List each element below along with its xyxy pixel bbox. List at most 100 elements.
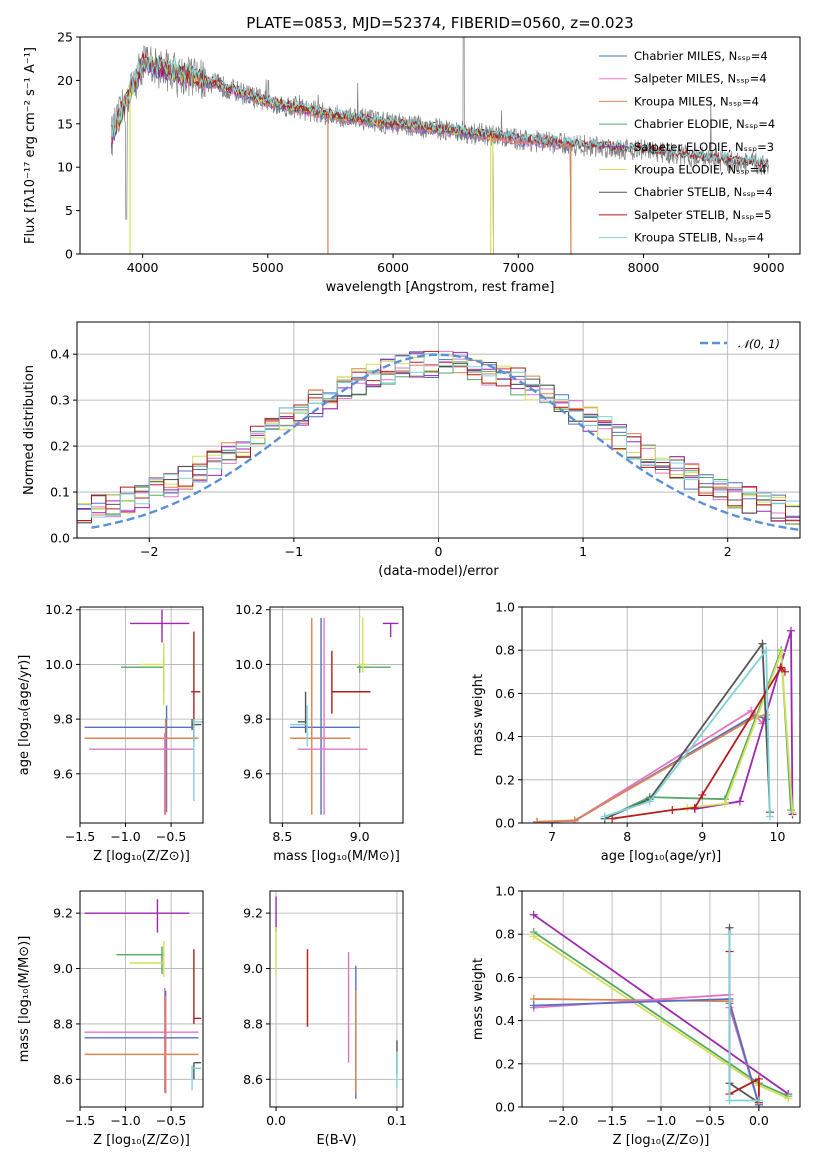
plot-area-age-vs-mass (290, 617, 399, 815)
error-bar-point (382, 622, 399, 638)
weight-line (533, 998, 760, 1106)
error-bar-point (290, 617, 351, 815)
model-spectrum-line (110, 57, 572, 254)
y-tick-label: 10.0 (235, 657, 263, 672)
y-axis-label: Normed distribution (22, 365, 37, 495)
panel-age-vs-mass: 8.5 9.0 9.6 9.8 10.0 10.2 mass [log₁₀(M/M⊙)] (235, 602, 404, 864)
x-tick-label: 8.5 (272, 829, 292, 844)
x-tick-label: 7 (548, 829, 556, 844)
legend-entry: Chabrier MILES, Nₛₛₚ=4 (634, 49, 768, 63)
legend-entry: Salpeter ELODIE, Nₛₛₚ=3 (634, 140, 774, 154)
x-axis-label: Z [log₁₀(Z/Z⊙)] (613, 1133, 710, 1148)
axes-frame (79, 606, 204, 824)
y-tick-label: 9.6 (53, 766, 73, 781)
y-tick-label: 9.2 (53, 906, 73, 921)
plus-marker (570, 816, 579, 823)
x-tick-label: 7000 (502, 260, 534, 275)
x-axis-label: (data-model)/error (378, 564, 499, 579)
weight-line (687, 652, 794, 813)
x-tick-label: 6000 (377, 260, 409, 275)
plus-marker (608, 814, 617, 823)
error-bar-point (130, 609, 190, 643)
plus-marker (645, 797, 654, 806)
plot-area-spectrum (110, 37, 769, 254)
error-bar-point (116, 946, 164, 975)
weight-series (533, 706, 767, 823)
plus-marker (533, 817, 542, 823)
x-axis-label: mass [log₁₀(M/M⊙)] (273, 849, 400, 864)
weight-series (725, 930, 763, 1105)
x-tick-label: 0 (435, 544, 443, 559)
x-tick-label: −0.5 (156, 829, 186, 844)
legend-entry: Chabrier ELODIE, Nₛₛₚ=4 (634, 117, 775, 131)
weight-series (683, 648, 797, 817)
panel-age-vs-Z: −1.5 −1.0 −0.5 9.6 9.8 10.0 10.2 Z [log₁₀(Z/Z⊙)… (17, 602, 204, 864)
weight-line (604, 647, 771, 818)
x-tick-label: −1 (285, 544, 303, 559)
error-bar-point (290, 705, 308, 747)
grid-mass-vs-Z (79, 891, 203, 1107)
error-bar-point (121, 656, 165, 692)
legend-entry: Salpeter STELIB, Nₛₛₚ=5 (634, 208, 772, 222)
y-tick-label: 9.6 (243, 766, 263, 781)
plus-marker (600, 812, 609, 821)
weight-series (600, 639, 774, 823)
plus-marker (786, 806, 795, 815)
error-bar-point (84, 899, 190, 933)
x-tick-label: 0.0 (266, 1113, 286, 1128)
y-tick-label: 0.0 (50, 531, 70, 546)
y-tick-label: 9.0 (243, 961, 263, 976)
plot-area-mass-vs-Z (84, 899, 202, 1094)
y-axis-label: mass [log₁₀(M/M⊙)] (17, 936, 32, 1063)
plus-marker (762, 646, 771, 655)
plus-marker (529, 1001, 538, 1010)
y-axis-label: mass weight (471, 674, 486, 756)
y-tick-label: 10.0 (45, 657, 73, 672)
axes-frame (269, 606, 404, 824)
chart-title: PLATE=0853, MJD=52374, FIBERID=0560, z=0… (246, 14, 633, 32)
x-axis-label: Z [log₁₀(Z/Z⊙)] (93, 849, 190, 864)
plus-marker (780, 667, 789, 676)
x-tick-label: −0.5 (156, 1113, 186, 1128)
y-tick-label: 9.8 (53, 712, 73, 727)
y-tick-label: 8.6 (53, 1072, 73, 1087)
x-tick-label: 2 (724, 544, 732, 559)
x-axis-label: Z [log₁₀(Z/Z⊙)] (93, 1133, 190, 1148)
y-tick-label: 0.2 (495, 772, 515, 787)
y-tick-label: 0.0 (495, 1100, 515, 1115)
weight-line (612, 665, 786, 820)
x-tick-label: 4000 (127, 260, 159, 275)
plot-area-weight-vs-age (533, 626, 797, 823)
y-tick-label: 25 (57, 30, 73, 45)
panel-mass-vs-Z: −1.5 −1.0 −0.5 8.6 8.8 9.0 9.2 Z [log₁₀(Z/Z⊙)] m… (17, 890, 204, 1148)
plot-area-weight-vs-Z (529, 910, 793, 1107)
plus-marker (788, 808, 797, 817)
weight-line (533, 998, 760, 1106)
error-bar-point (84, 990, 199, 1094)
plus-marker (725, 1096, 734, 1105)
legend: Chabrier MILES, Nₛₛₚ=4 Salpeter MILES, Nₛ… (599, 49, 775, 245)
legend-entry: Chabrier STELIB, Nₛₛₚ=4 (634, 185, 773, 199)
plus-marker (777, 648, 786, 657)
error-bar-point (84, 996, 199, 1094)
y-tick-label: 0.2 (50, 439, 70, 454)
plus-marker (690, 803, 699, 812)
legend-entry: 𝒩(0, 1) (738, 337, 780, 351)
legend-entry: Salpeter MILES, Nₛₛₚ=4 (634, 72, 767, 86)
error-bar-point (84, 705, 194, 813)
y-tick-label: 0.4 (495, 1013, 515, 1028)
y-axis-label: age [log₁₀(age/yr)] (17, 655, 32, 776)
plus-marker (754, 1074, 763, 1083)
error-bar-point (193, 719, 203, 802)
weight-series (533, 711, 771, 823)
y-tick-label: 0.4 (495, 729, 515, 744)
weight-series (608, 663, 789, 823)
axes-frame (76, 321, 801, 539)
plot-area-age-vs-Z (84, 609, 203, 815)
error-bar-point (356, 617, 369, 673)
x-tick-label: 9000 (753, 260, 785, 275)
y-tick-label: 0.0 (495, 816, 515, 831)
plus-marker (784, 1094, 793, 1103)
plus-marker (754, 1096, 763, 1105)
